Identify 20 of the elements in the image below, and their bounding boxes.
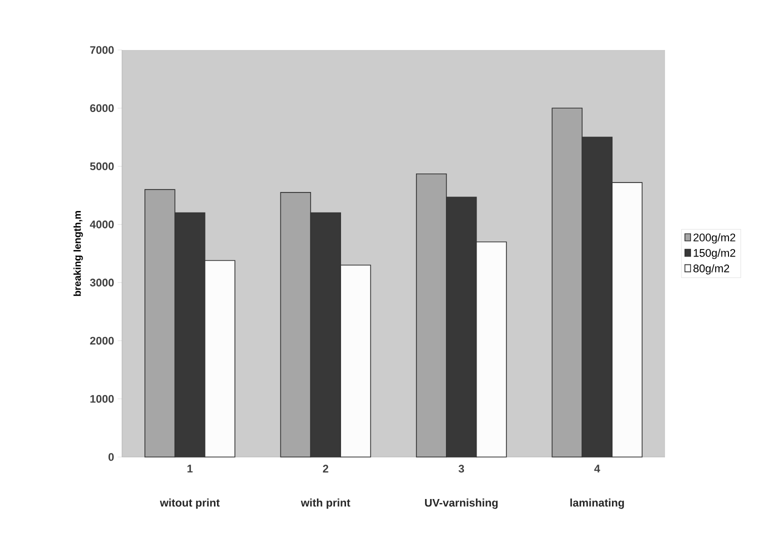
- text: UV-varnishing: [425, 498, 498, 509]
- y-axis-title: breaking length,m: [74, 211, 83, 296]
- y-tick-label: 2000: [90, 336, 114, 345]
- legend-label: 200g/m2: [694, 233, 736, 244]
- x-tick-label: 1: [188, 464, 193, 472]
- x-tick-label: 4: [594, 464, 600, 472]
- legend-label: 150g/m2: [694, 248, 736, 260]
- text: witout print: [160, 498, 220, 509]
- y-tick-label: 1000: [90, 394, 114, 403]
- text: laminating: [570, 498, 624, 509]
- y-tick-label: 7000: [90, 46, 114, 54]
- y-tick-label: 0: [108, 453, 114, 461]
- y-tick-label: 3000: [90, 278, 114, 286]
- y-tick-label: 5000: [90, 162, 114, 170]
- text: with print: [300, 498, 350, 509]
- x-tick-label: 3: [458, 464, 464, 473]
- legend-label: 80g/m2: [693, 264, 730, 274]
- x-tick-label: 2: [322, 464, 328, 472]
- y-tick-label: 6000: [90, 104, 114, 112]
- y-tick-label: 4000: [90, 220, 114, 228]
